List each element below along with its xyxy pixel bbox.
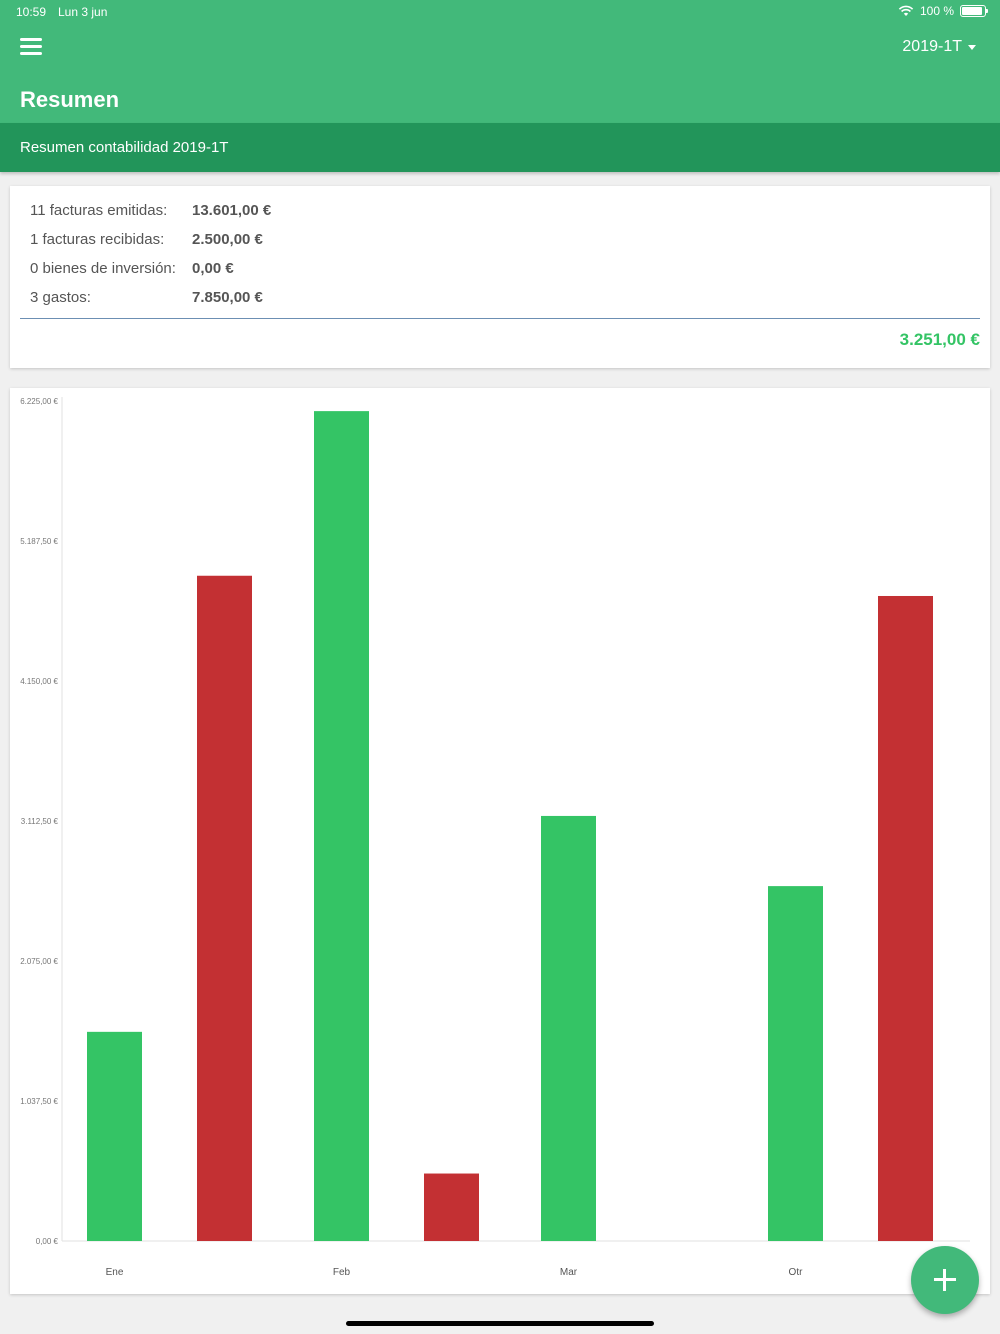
- status-time: 10:59: [16, 5, 47, 19]
- y-tick-label: 5.187,50 €: [20, 537, 58, 546]
- x-tick-label: Feb: [333, 1267, 351, 1278]
- battery-percent: 100 %: [919, 4, 954, 18]
- y-tick-label: 3.112,50 €: [21, 817, 59, 826]
- y-tick-label: 6.225,00 €: [20, 397, 58, 406]
- period-selector[interactable]: 2019-1T: [902, 38, 976, 56]
- add-button[interactable]: [911, 1246, 979, 1314]
- app-bar: 10:59 Lun 3 jun 100 % 2019-1T Resumen: [0, 0, 1000, 123]
- period-label: 2019-1T: [902, 38, 962, 55]
- summary-row-label: 3 gastos:: [30, 289, 91, 306]
- summary-row-label: 0 bienes de inversión:: [30, 260, 176, 277]
- summary-row-value: 2.500,00 €: [192, 231, 263, 248]
- summary-total: 3.251,00 €: [899, 330, 980, 349]
- y-tick-label: 0,00 €: [36, 1237, 59, 1246]
- home-indicator[interactable]: [346, 1321, 654, 1326]
- chart-bar: [768, 886, 823, 1241]
- summary-row-value: 0,00 €: [192, 260, 234, 277]
- y-tick-label: 2.075,00 €: [20, 957, 58, 966]
- hamburger-menu-icon[interactable]: [20, 38, 42, 56]
- summary-row-label: 11 facturas emitidas:: [30, 202, 168, 219]
- x-tick-label: Otr: [789, 1267, 804, 1278]
- bar-chart: 0,00 € 1.037,50 € 2.075,00 € 3.112,50 € 4.15…: [20, 397, 970, 1278]
- chart-bar: [87, 1031, 142, 1241]
- chart-bar: [541, 815, 596, 1241]
- battery-fill: [962, 7, 982, 15]
- summary-row-value: 13.601,00 €: [192, 202, 272, 219]
- subheader-text: Resumen contabilidad 2019-1T: [20, 139, 229, 156]
- chart-bar: [314, 411, 369, 1241]
- summary-card: 11 facturas emitidas: 13.601,00 € 1 fact…: [10, 186, 990, 368]
- summary-row-label: 1 facturas recibidas:: [30, 231, 165, 248]
- wifi-icon: [898, 5, 914, 16]
- status-bar: 10:59 Lun 3 jun 100 %: [0, 0, 1000, 24]
- summary-row-value: 7.850,00 €: [192, 289, 263, 306]
- y-tick-label: 4.150,00 €: [20, 677, 58, 686]
- status-date: Lun 3 jun: [58, 5, 108, 19]
- chart-bar: [878, 595, 933, 1241]
- x-tick-label: Ene: [106, 1267, 124, 1278]
- summary-divider: [20, 318, 980, 319]
- page-title: Resumen: [20, 87, 120, 112]
- chart-bar: [424, 1173, 479, 1241]
- chart-bar: [197, 575, 252, 1241]
- caret-down-icon: [968, 44, 976, 50]
- battery-icon: [960, 5, 988, 17]
- status-right: 100 %: [898, 4, 988, 18]
- chart-card: 0,00 € 1.037,50 € 2.075,00 € 3.112,50 € 4.15…: [10, 388, 990, 1294]
- summary-subheader: Resumen contabilidad 2019-1T: [0, 123, 1000, 172]
- y-tick-label: 1.037,50 €: [20, 1097, 58, 1106]
- x-tick-label: Mar: [560, 1267, 578, 1278]
